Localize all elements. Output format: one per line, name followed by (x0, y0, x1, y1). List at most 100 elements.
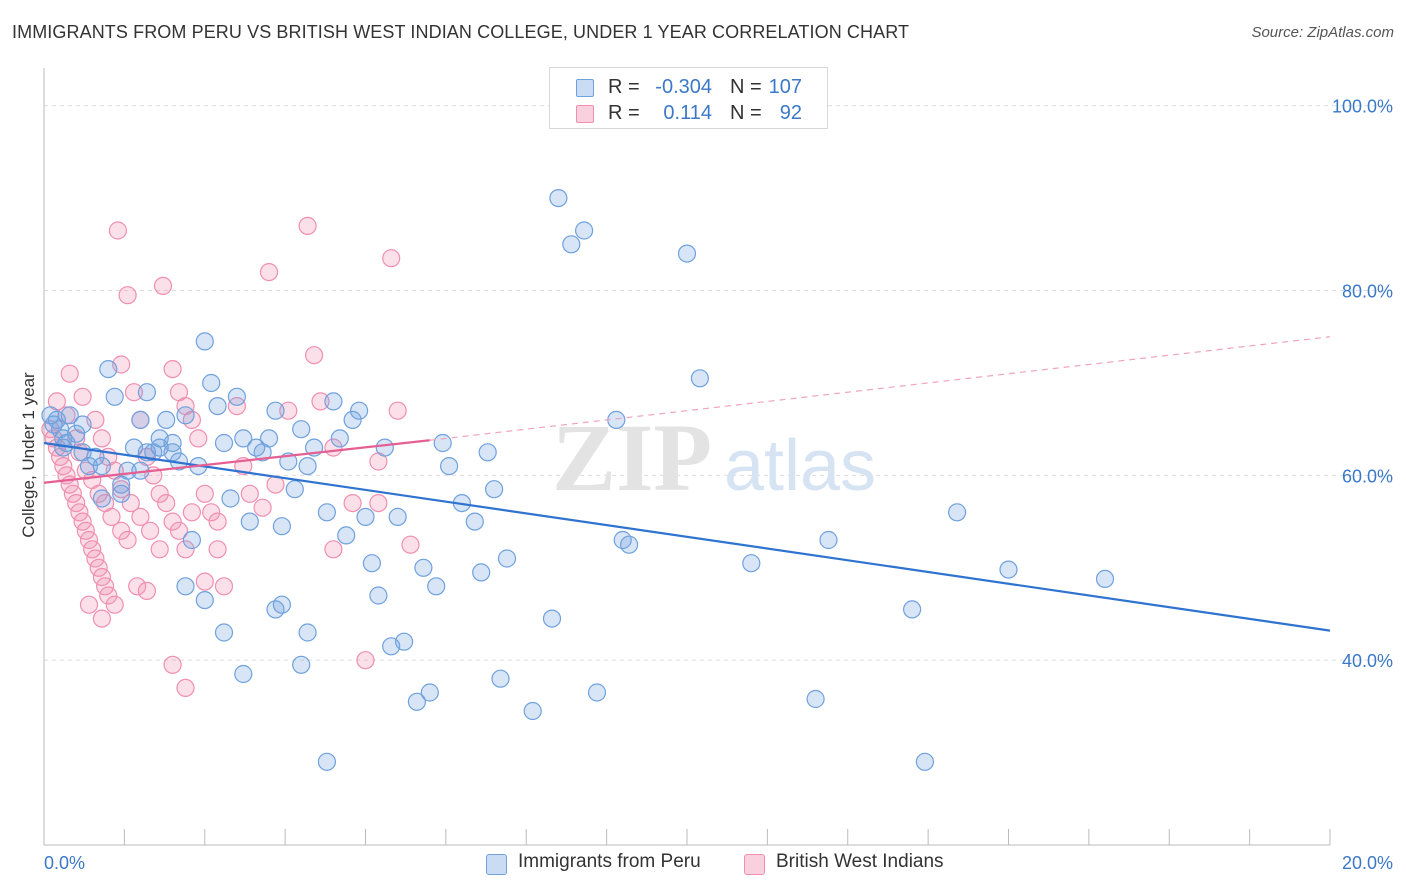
bwi-point (99, 586, 118, 605)
peru-point (112, 484, 131, 503)
peru-point (137, 383, 156, 402)
bwi-point (118, 530, 137, 550)
peru-point (266, 401, 285, 420)
peru-point (202, 373, 221, 393)
r-label: R = (608, 76, 640, 98)
peru-point (369, 586, 388, 605)
y-tick-label: 80.0% (1342, 282, 1393, 302)
x-tick-label: 20.0% (1342, 853, 1393, 873)
peru-point (742, 554, 761, 573)
peru-point (105, 387, 124, 406)
bwi-point (227, 397, 246, 416)
y-tick-label: 60.0% (1342, 466, 1393, 486)
bwi-point (208, 512, 227, 531)
peru-point (819, 530, 838, 550)
peru-point (388, 507, 407, 527)
peru-point (427, 577, 446, 596)
peru-point (574, 221, 594, 240)
bwi-point (259, 263, 279, 282)
peru-legend-swatch (486, 854, 507, 875)
bwi-point (305, 346, 324, 365)
peru-point (317, 503, 336, 522)
bwi-point (298, 216, 317, 235)
bwi-point (102, 507, 121, 527)
bwi-point (105, 595, 124, 614)
bwi-swatch (576, 105, 594, 123)
peru-point (259, 429, 279, 448)
bwi-point (157, 494, 176, 513)
bwi-point (202, 503, 221, 522)
bwi-point (112, 480, 131, 499)
trend-line-bwi (43, 439, 430, 484)
peru-point (157, 410, 176, 429)
peru-point (562, 235, 581, 254)
bwi-point (369, 494, 388, 513)
bwi-point (118, 286, 137, 305)
peru-point (73, 443, 92, 462)
bwi-point (240, 484, 259, 503)
peru-point (317, 752, 336, 771)
tick-labels: 40.0% 60.0% 80.0% 100.0% 0.0% 20.0% (44, 97, 1393, 873)
peru-point (902, 600, 922, 619)
peru-point (497, 549, 517, 568)
peru-point (227, 387, 246, 406)
peru-point (337, 526, 356, 545)
bwi-point (343, 494, 362, 513)
peru-point (240, 512, 259, 531)
peru-point (208, 397, 227, 416)
bwi-point (141, 521, 160, 540)
bwi-point (182, 410, 201, 429)
peru-point (150, 438, 169, 457)
r-label: R = (608, 102, 640, 124)
n-label: N = (730, 76, 762, 98)
bwi-point (214, 577, 234, 596)
bwi-point (279, 401, 298, 420)
peru-point (478, 443, 497, 462)
peru-point (350, 401, 369, 420)
peru-point (214, 623, 234, 642)
peru-point (73, 415, 92, 434)
peru-point (485, 480, 504, 499)
peru-point (234, 429, 253, 448)
bwi-point (108, 221, 128, 240)
bwi-point (112, 521, 131, 540)
bwi-point (324, 540, 343, 559)
peru-point (420, 683, 439, 702)
bwi-point (131, 507, 150, 527)
trend-lines (43, 336, 1331, 632)
series-british-west-indians (41, 216, 420, 698)
peru-point (677, 244, 697, 263)
source-label: Source: ZipAtlas.com (1251, 24, 1394, 41)
peru-point (195, 332, 214, 351)
peru-point (292, 420, 311, 439)
peru-point (414, 558, 433, 577)
peru-point (60, 406, 79, 425)
peru-point (999, 560, 1018, 579)
bwi-point (163, 360, 182, 379)
peru-point (272, 595, 291, 614)
peru-point (806, 689, 825, 709)
grid-lines (44, 105, 1392, 661)
bwi-point (356, 651, 375, 670)
x-tick-label: 0.0% (44, 853, 85, 873)
bwi-point (121, 494, 140, 513)
stats-legend: R = -0.304 N = 107 R = 0.114 N = 92 (549, 67, 828, 129)
bwi-point (195, 484, 214, 503)
trend-line-peru (43, 441, 1331, 632)
peru-point (465, 512, 484, 531)
peru-point (356, 507, 375, 527)
bwi-point (195, 572, 214, 591)
n-value: 92 (779, 102, 802, 124)
bwi-point (153, 276, 173, 295)
peru-point (523, 701, 542, 721)
bwi-point (176, 540, 195, 559)
peru-point (176, 577, 195, 596)
peru-point (947, 503, 967, 522)
peru-point (362, 554, 381, 573)
peru-point (549, 189, 568, 208)
trend-line-bwi-extension (429, 336, 1331, 441)
bwi-point (163, 655, 182, 674)
peru-point (92, 489, 112, 508)
peru-point (131, 410, 150, 429)
